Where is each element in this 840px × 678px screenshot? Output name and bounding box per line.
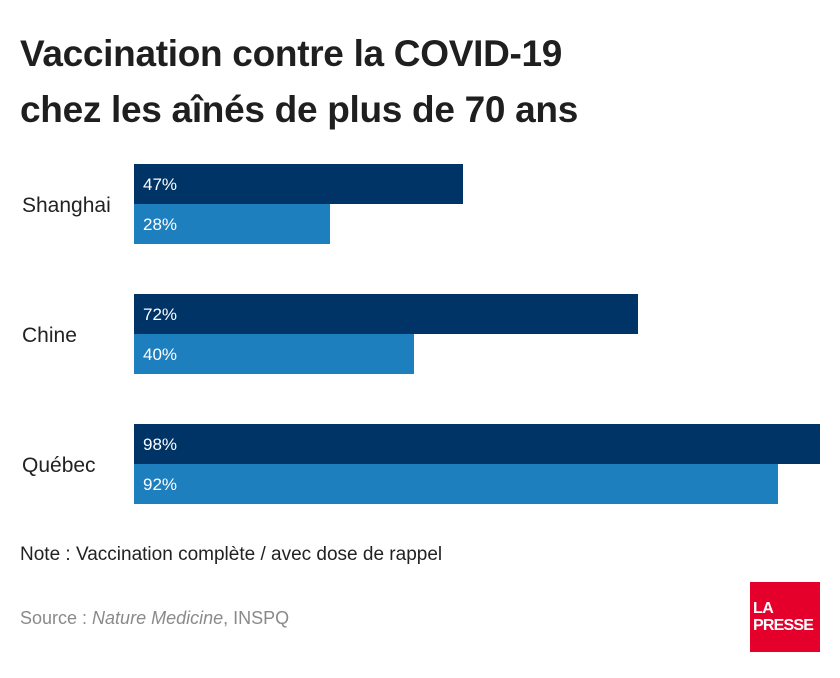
source-rest: , INSPQ xyxy=(223,608,290,628)
logo-line-1: LA xyxy=(753,600,774,617)
bar-value-label-quebec-series-2: 92% xyxy=(143,475,177,494)
bar-value-label-shanghai-series-1: 47% xyxy=(143,175,177,194)
chart-title-line-2: chez les aînés de plus de 70 ans xyxy=(20,89,578,130)
chart-note: Note : Vaccination complète / avec dose … xyxy=(20,544,443,565)
bar-chine-series-2 xyxy=(134,334,414,374)
category-label-chine: Chine xyxy=(22,324,77,347)
bar-quebec-series-1 xyxy=(134,424,820,464)
logo-line-2: PRESSE xyxy=(753,617,814,634)
source-publication: Nature Medicine xyxy=(92,608,224,628)
la-presse-logo: LA PRESSE xyxy=(750,582,820,652)
chart-source: Source : Nature Medicine, INSPQ xyxy=(20,608,289,629)
bar-quebec-series-2 xyxy=(134,464,778,504)
bar-value-label-quebec-series-1: 98% xyxy=(143,435,177,454)
bar-shanghai-series-1 xyxy=(134,164,463,204)
category-label-shanghai: Shanghai xyxy=(22,194,111,217)
bar-value-label-chine-series-1: 72% xyxy=(143,305,177,324)
chart-title-line-1: Vaccination contre la COVID-19 xyxy=(20,33,563,74)
chart-title: Vaccination contre la COVID-19 chez les … xyxy=(20,26,820,138)
bar-chine-series-1 xyxy=(134,294,638,334)
bar-value-label-chine-series-2: 40% xyxy=(143,345,177,364)
bar-shanghai-series-2 xyxy=(134,204,330,244)
category-label-quebec: Québec xyxy=(22,454,96,477)
bar-value-label-shanghai-series-2: 28% xyxy=(143,215,177,234)
source-prefix: Source : xyxy=(20,608,93,628)
